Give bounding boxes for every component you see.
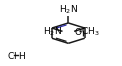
Text: $\mathrm{Cl}$: $\mathrm{Cl}$ xyxy=(7,50,17,61)
Text: $\mathrm{H_2N}$: $\mathrm{H_2N}$ xyxy=(59,4,78,16)
Text: $\mathrm{H_2N}$: $\mathrm{H_2N}$ xyxy=(43,25,62,38)
Text: $\mathrm{CH_3}$: $\mathrm{CH_3}$ xyxy=(81,25,100,38)
Text: $\mathrm{O}$: $\mathrm{O}$ xyxy=(74,26,83,37)
Text: $\mathrm{H}$: $\mathrm{H}$ xyxy=(18,50,26,61)
